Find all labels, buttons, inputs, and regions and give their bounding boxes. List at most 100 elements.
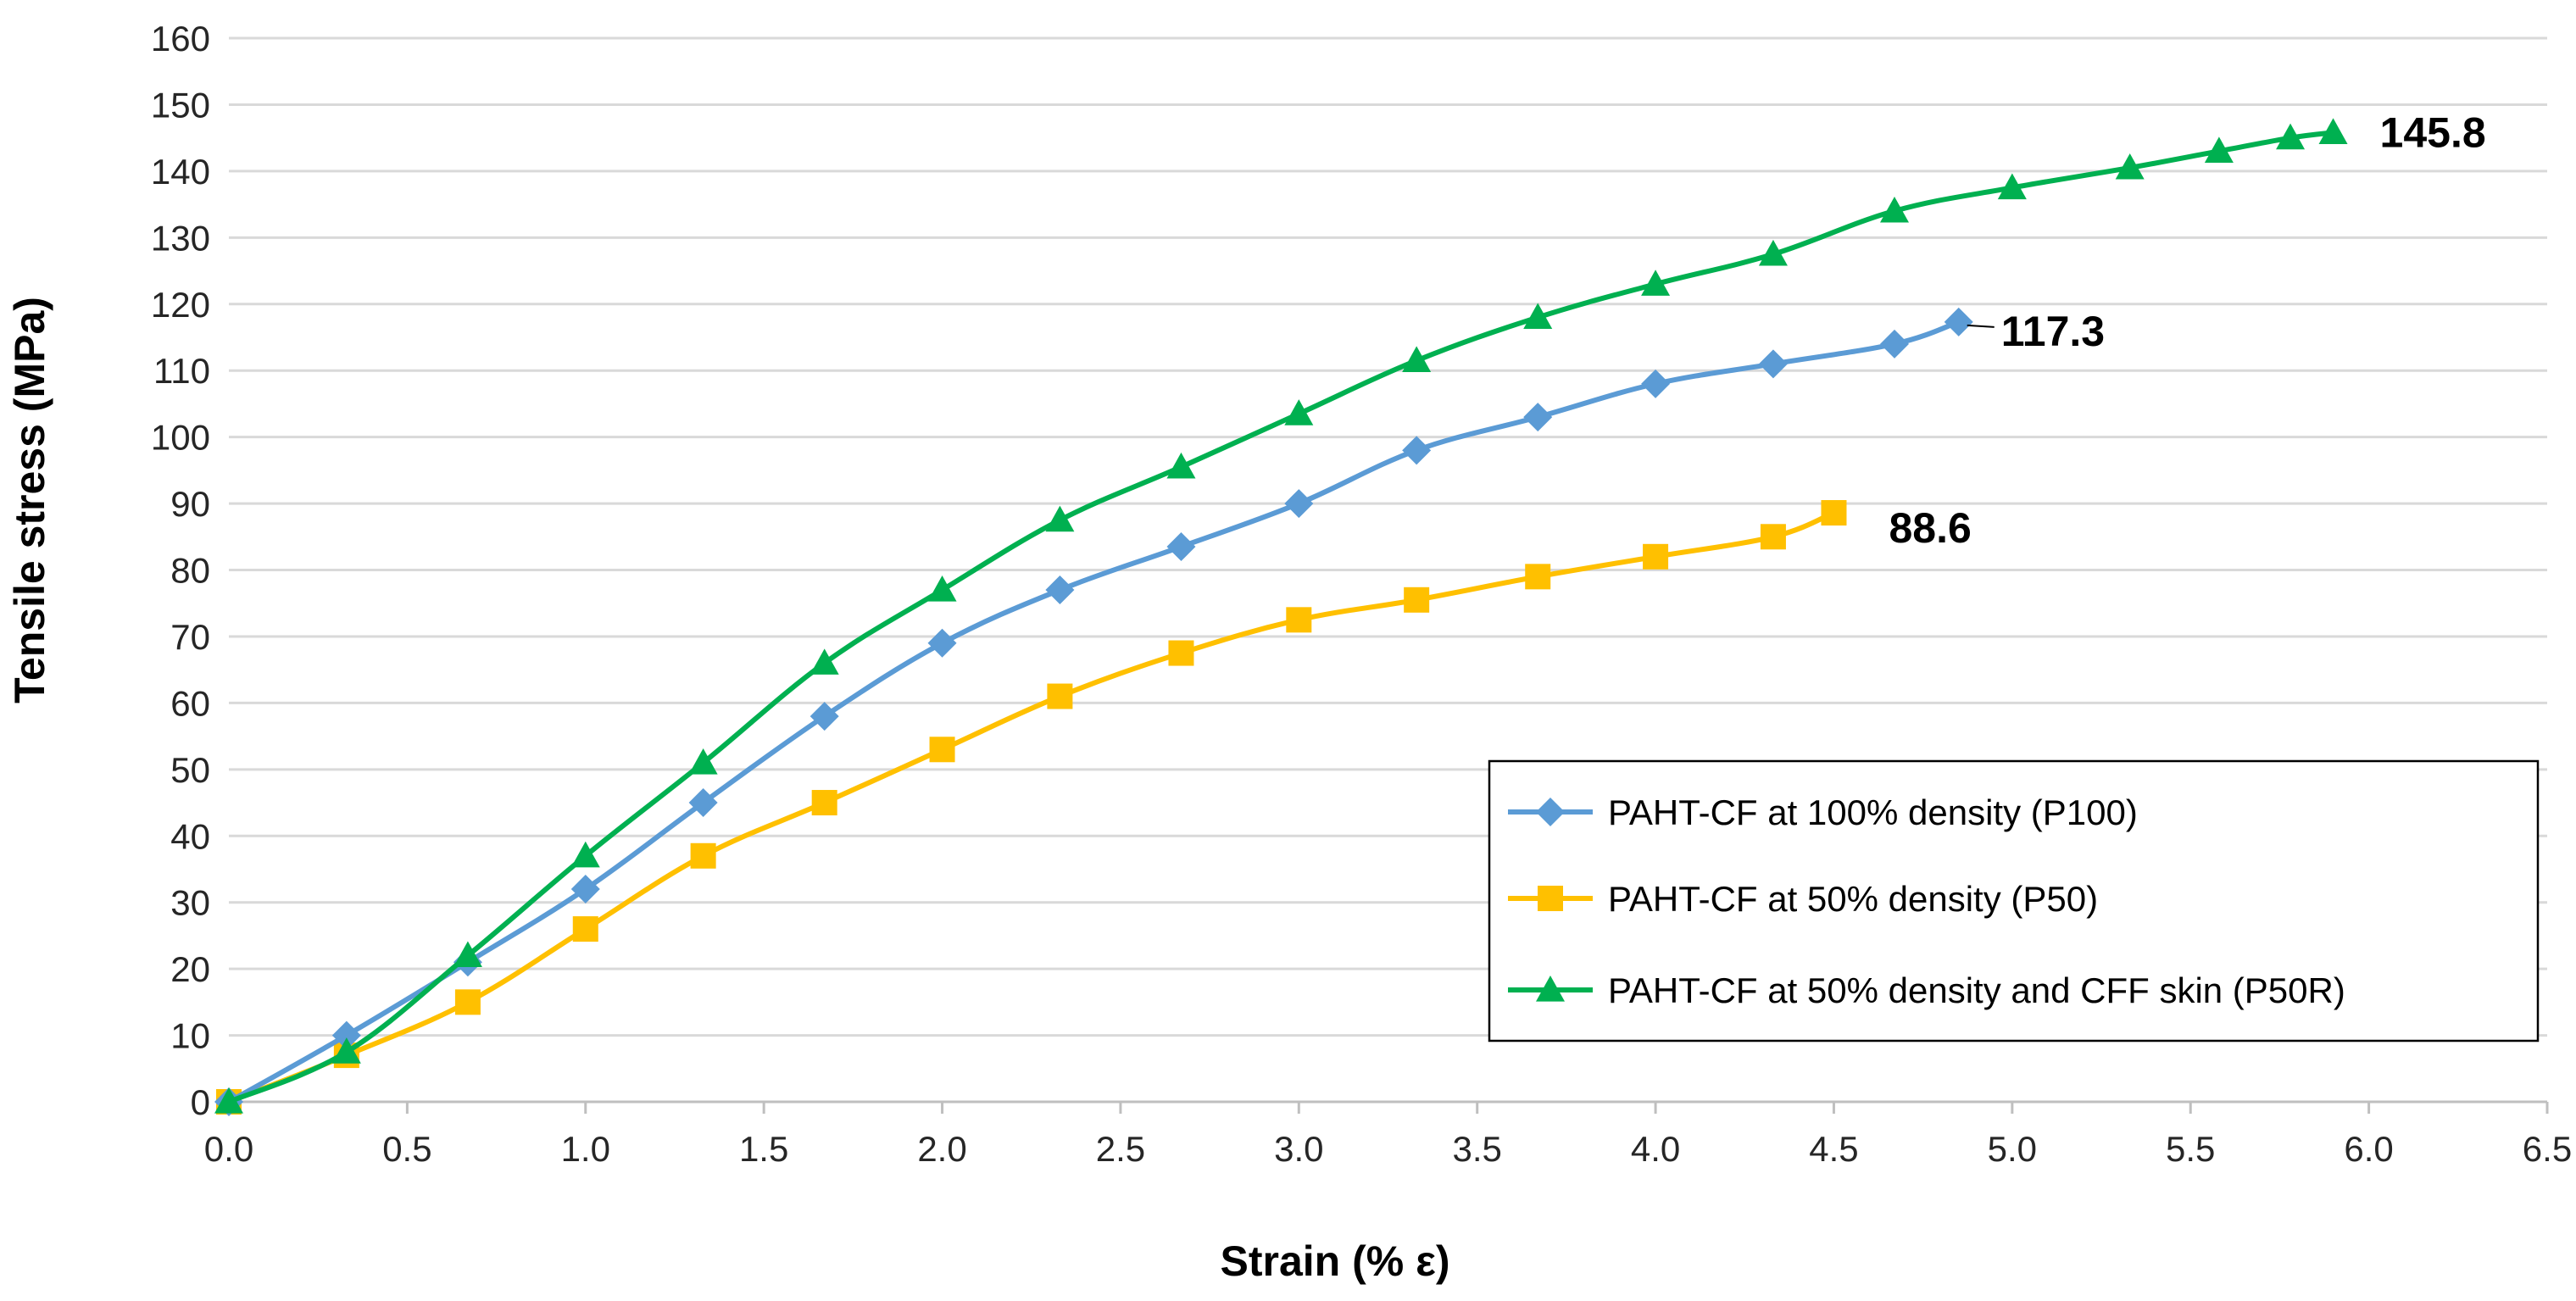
legend-label: PAHT-CF at 100% density (P100) — [1608, 792, 2138, 832]
data-point — [453, 941, 482, 968]
legend-entry: PAHT-CF at 50% density and CFF skin (P50… — [1508, 970, 2345, 1010]
data-point — [454, 989, 481, 1015]
data-point — [1758, 349, 1788, 379]
y-tick-label: 140 — [151, 152, 210, 192]
x-tick-label: 5.5 — [2166, 1129, 2215, 1169]
x-axis-ticks: 0.0 0.5 1.0 1.5 2.0 2.5 3.0 3.5 4.0 4.5 5.0 5.5 6.0 6… — [204, 1102, 2572, 1169]
y-tick-label: 20 — [170, 949, 210, 989]
y-tick-label: 100 — [151, 418, 210, 458]
legend-swatch-marker — [1536, 976, 1565, 1002]
legend-label: PAHT-CF at 50% density and CFF skin (P50… — [1608, 970, 2345, 1010]
legend-label: PAHT-CF at 50% density (P50) — [1608, 879, 2098, 919]
end-label: 145.8 — [2380, 108, 2486, 156]
series-diamond — [214, 307, 1973, 1116]
data-point — [810, 648, 839, 675]
gridlines — [229, 36, 2547, 1104]
data-point — [214, 1087, 243, 1114]
data-point — [1166, 452, 1196, 479]
data-point — [1758, 239, 1788, 266]
data-point — [1402, 436, 1432, 465]
x-tick-label: 2.5 — [1096, 1129, 1145, 1169]
data-point — [690, 842, 716, 869]
y-tick-label: 10 — [170, 1016, 210, 1056]
data-point — [810, 702, 839, 731]
data-point — [929, 737, 955, 763]
data-point — [331, 1037, 361, 1064]
data-point — [1944, 307, 1973, 336]
series-layer — [214, 118, 2348, 1116]
y-tick-label: 30 — [170, 883, 210, 923]
y-tick-label: 0 — [191, 1082, 210, 1122]
legend-entry: PAHT-CF at 100% density (P100) — [1508, 792, 2138, 832]
x-tick-label: 3.5 — [1452, 1129, 1501, 1169]
series-line — [227, 320, 1960, 1104]
y-tick-label: 90 — [170, 484, 210, 524]
series-triangle — [214, 118, 2348, 1114]
y-axis-title: Tensile stress (MPa) — [6, 297, 53, 703]
x-tick-label: 0.0 — [204, 1129, 253, 1169]
x-axis-title: Strain (% ε) — [1221, 1237, 1450, 1285]
x-tick-label: 0.5 — [382, 1129, 431, 1169]
x-tick-label: 1.5 — [739, 1129, 788, 1169]
x-tick-label: 4.5 — [1809, 1129, 1858, 1169]
series-line — [227, 510, 1835, 1104]
end-label: 88.6 — [1889, 504, 1971, 552]
data-point — [1879, 196, 1909, 223]
data-point — [331, 1020, 361, 1050]
data-point — [1643, 543, 1669, 570]
data-point — [1168, 640, 1194, 666]
data-point — [688, 788, 718, 818]
data-point — [2115, 153, 2145, 180]
data-point — [1879, 329, 1909, 359]
data-point — [2204, 136, 2234, 163]
data-point — [1997, 173, 2027, 200]
x-tick-label: 2.0 — [917, 1129, 966, 1169]
data-point — [1641, 270, 1671, 296]
data-point — [1523, 303, 1553, 330]
leader-line — [1967, 324, 1995, 328]
x-tick-label: 5.0 — [1988, 1129, 2037, 1169]
data-point — [1045, 505, 1075, 532]
y-axis-ticks: 0 10 20 30 40 50 60 70 80 90 100 110 120 130 140 150 160 — [151, 19, 210, 1122]
data-point — [2318, 118, 2348, 144]
data-point — [1404, 587, 1430, 613]
data-point — [1525, 564, 1551, 590]
data-point — [1641, 369, 1671, 398]
data-point — [1821, 500, 1847, 526]
data-point — [1286, 607, 1312, 633]
data-point — [1523, 403, 1553, 432]
data-point — [927, 628, 957, 658]
legend: PAHT-CF at 100% density (P100) PAHT-CF at… — [1488, 759, 2540, 1042]
x-tick-label: 1.0 — [561, 1129, 610, 1169]
data-point — [570, 875, 600, 903]
data-point — [572, 916, 598, 942]
data-point — [688, 748, 718, 775]
legend-entry: PAHT-CF at 50% density (P50) — [1508, 879, 2098, 919]
legend-box — [1488, 759, 2540, 1042]
legend-swatch-marker — [1538, 886, 1563, 911]
x-tick-label: 6.0 — [2344, 1129, 2393, 1169]
x-tick-label: 6.5 — [2523, 1129, 2572, 1169]
y-tick-label: 120 — [151, 285, 210, 325]
data-point — [570, 841, 600, 868]
data-point — [1402, 346, 1432, 373]
y-tick-label: 40 — [170, 816, 210, 856]
y-tick-label: 80 — [170, 551, 210, 591]
data-point — [1166, 532, 1196, 562]
y-tick-label: 50 — [170, 750, 210, 790]
end-label: 117.3 — [2001, 308, 2105, 355]
x-tick-label: 3.0 — [1274, 1129, 1323, 1169]
data-point — [1047, 683, 1073, 709]
data-point — [2276, 123, 2306, 150]
data-point — [1284, 489, 1314, 519]
data-point — [1760, 524, 1786, 550]
y-tick-label: 60 — [170, 683, 210, 723]
y-tick-label: 160 — [151, 19, 210, 58]
y-tick-label: 150 — [151, 85, 210, 125]
data-point — [1284, 399, 1314, 425]
series-square — [216, 500, 1847, 1115]
x-tick-label: 4.0 — [1631, 1129, 1680, 1169]
data-point — [927, 575, 957, 602]
y-tick-label: 130 — [151, 218, 210, 258]
